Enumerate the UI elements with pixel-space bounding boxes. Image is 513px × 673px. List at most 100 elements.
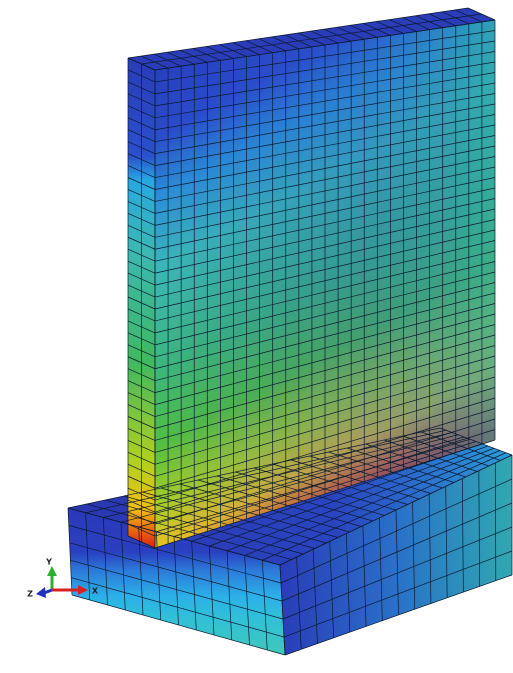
mesh-line (127, 368, 156, 382)
mesh (67, 7, 513, 656)
mesh-line (127, 452, 156, 465)
mesh-line (154, 135, 496, 202)
mesh-line (154, 103, 496, 166)
mesh-line (127, 535, 156, 549)
mesh-line (154, 271, 496, 358)
mesh-line (282, 526, 513, 620)
mesh-line (280, 478, 513, 584)
mesh-line (154, 124, 496, 190)
mesh-line (127, 356, 156, 370)
mesh-line (208, 545, 215, 636)
mesh-line (127, 69, 156, 83)
mesh-line (127, 272, 156, 286)
mesh-line (156, 438, 471, 533)
mesh-line (345, 533, 351, 633)
mesh-line (127, 260, 156, 274)
mesh-line (120, 522, 126, 611)
mesh-line (226, 447, 495, 552)
mesh-line (127, 117, 156, 131)
mesh-line (154, 187, 496, 262)
mesh-line (127, 284, 156, 298)
mesh-line (154, 82, 496, 143)
mesh-line (127, 236, 156, 250)
mesh-line (154, 376, 496, 477)
mesh-line (244, 555, 250, 646)
mesh-line (173, 441, 477, 537)
mesh-line (226, 550, 233, 641)
z-arrow-head (36, 587, 46, 598)
mesh-line (244, 450, 501, 556)
mesh-line (127, 224, 156, 238)
mesh-line (141, 13, 482, 65)
mesh-line (85, 512, 91, 601)
mesh-line (296, 557, 302, 650)
mesh-line (127, 141, 156, 154)
mesh-line (154, 345, 496, 441)
mesh-line (127, 129, 156, 143)
mesh-line (191, 443, 483, 542)
mesh-line (127, 153, 156, 166)
mesh-line (312, 549, 318, 644)
mesh-line (69, 542, 283, 602)
mesh-line (127, 523, 156, 537)
mesh-line (154, 387, 496, 489)
mesh-line (154, 397, 496, 501)
mesh-line (412, 502, 416, 610)
mesh-line (154, 72, 496, 131)
mesh-line (154, 261, 496, 346)
mesh-line (127, 332, 156, 346)
mesh-line (127, 440, 156, 453)
mesh-line (127, 248, 156, 262)
mesh-line (461, 478, 464, 593)
mesh-line (154, 61, 496, 119)
mesh-line (445, 486, 448, 598)
mesh-line (154, 240, 496, 322)
z-label: Z (27, 590, 33, 599)
mesh-line (478, 470, 480, 587)
mesh-line (154, 229, 496, 310)
mesh-line (329, 541, 334, 638)
mesh-line (154, 198, 496, 274)
mesh-line (127, 475, 156, 489)
mesh-line (362, 525, 367, 627)
mesh-line (127, 296, 156, 310)
mesh-line (154, 40, 496, 95)
mesh-line (127, 165, 156, 178)
mesh-line (154, 303, 496, 393)
mesh-line (138, 436, 465, 528)
mesh-line (284, 574, 513, 656)
mesh-line (262, 452, 507, 561)
mesh-line (127, 463, 156, 477)
mesh-line (154, 313, 496, 405)
mesh-line (154, 145, 496, 214)
mesh-line (138, 526, 144, 616)
mesh-line (127, 81, 156, 95)
mesh-line (127, 201, 156, 214)
mesh-line (127, 404, 156, 417)
mesh-line (279, 564, 286, 656)
mesh-line (127, 105, 156, 119)
mesh-line (379, 517, 383, 621)
mesh-line (127, 380, 156, 393)
mesh-line (127, 177, 156, 190)
mesh-line (154, 51, 496, 107)
mesh-line (154, 429, 496, 537)
mesh-line (127, 320, 156, 334)
mesh-line (127, 308, 156, 322)
mesh-line (154, 208, 496, 286)
mesh-line (395, 509, 399, 616)
mesh-line (154, 408, 496, 513)
mesh-line (428, 494, 432, 604)
mesh-line (154, 250, 496, 334)
mesh-line (154, 366, 496, 465)
mesh-line (154, 355, 496, 453)
x-arrow-head (78, 585, 88, 595)
mesh-line (70, 559, 284, 620)
mesh-line (154, 30, 496, 83)
mesh-line (102, 517, 108, 606)
mesh-line (154, 114, 496, 178)
mesh-line (281, 502, 513, 602)
mesh-line (127, 428, 156, 441)
mesh-line (103, 432, 453, 518)
mesh-line (283, 550, 513, 638)
